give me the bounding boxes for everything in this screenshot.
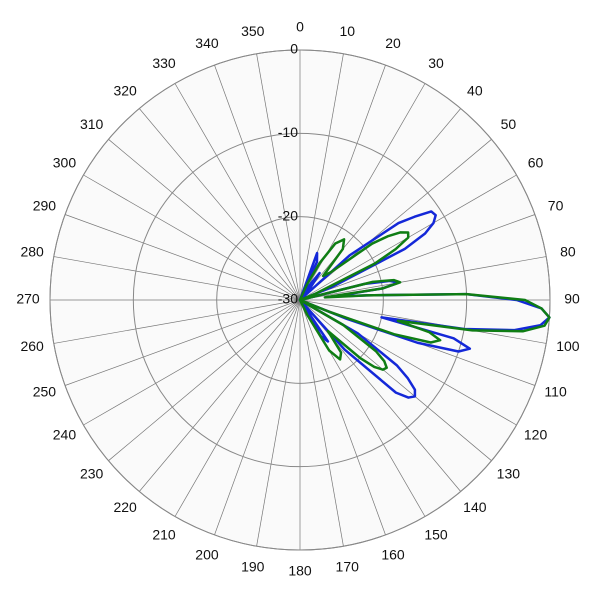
angle-grid-line (299, 299, 547, 344)
angle-grid-line (299, 83, 426, 301)
angle-tick-label: 220 (113, 499, 137, 515)
angle-tick-label: 110 (544, 384, 567, 400)
angle-tick-label: 130 (497, 466, 521, 482)
angle-tick-label: 210 (152, 526, 176, 542)
angle-tick-label: 340 (195, 35, 219, 51)
angle-grid-line (64, 214, 301, 301)
angle-tick-label: 50 (501, 116, 517, 132)
series-line (298, 231, 551, 371)
angle-grid-line (83, 174, 301, 301)
angle-tick-label: 140 (463, 499, 487, 515)
angle-tick-label: 270 (16, 291, 40, 307)
angle-grid-line (299, 108, 461, 301)
angle-tick-label: 320 (113, 82, 137, 98)
angle-tick-label: 160 (381, 546, 405, 562)
angle-tick-label: 80 (560, 243, 576, 259)
angle-tick-label: 300 (53, 155, 77, 171)
angle-grid-line (53, 299, 301, 344)
angle-tick-label: 250 (33, 384, 57, 400)
angle-grid-line (256, 53, 301, 301)
angle-tick-label: 180 (288, 563, 312, 579)
angle-grid-line (299, 299, 492, 461)
angle-grid-line (299, 256, 547, 301)
angle-grid-line (256, 299, 301, 547)
angle-tick-label: 100 (556, 338, 580, 354)
angle-tick-label: 150 (424, 526, 448, 542)
angle-grid-line (214, 299, 301, 536)
angle-grid-line (299, 299, 461, 492)
angle-tick-label: 20 (385, 35, 401, 51)
radius-tick-label: -30 (278, 291, 298, 307)
angle-grid-line (299, 299, 386, 536)
ring-grid-line (216, 216, 384, 384)
angle-tick-label: 230 (80, 466, 104, 482)
angle-tick-label: 240 (53, 427, 77, 443)
angle-tick-label: 280 (20, 243, 44, 259)
angle-grid-line (108, 139, 301, 301)
angle-tick-label: 90 (564, 291, 580, 307)
angle-tick-label: 60 (528, 155, 544, 171)
angle-grid-line (174, 83, 301, 301)
ring-grid-line (132, 132, 468, 468)
angle-grid-line (299, 53, 344, 301)
angle-tick-label: 40 (467, 82, 483, 98)
angle-tick-label: 170 (336, 559, 360, 575)
angle-tick-label: 260 (20, 338, 44, 354)
angle-grid-line (174, 299, 301, 517)
angle-grid-line (139, 108, 301, 301)
angle-tick-label: 70 (548, 198, 564, 214)
angle-grid-line (83, 299, 301, 426)
radius-tick-label: 0 (290, 41, 298, 57)
angle-tick-label: 310 (80, 116, 104, 132)
radius-tick-label: -20 (278, 207, 298, 223)
angle-grid-line (64, 299, 301, 386)
angle-grid-line (299, 139, 492, 301)
angle-tick-label: 30 (428, 55, 444, 71)
angle-grid-line (214, 64, 301, 301)
angle-tick-label: 0 (296, 19, 304, 35)
angle-tick-label: 190 (241, 559, 265, 575)
angle-tick-label: 200 (195, 546, 219, 562)
angle-tick-label: 290 (33, 198, 57, 214)
ring-grid-line (49, 49, 551, 551)
angle-grid-line (108, 299, 301, 461)
angle-grid-line (299, 299, 344, 547)
radius-tick-label: -10 (278, 124, 298, 140)
angle-tick-label: 10 (339, 23, 355, 39)
angle-tick-label: 330 (152, 55, 176, 71)
angle-tick-label: 350 (241, 23, 265, 39)
angle-tick-label: 120 (524, 427, 548, 443)
angle-grid-line (53, 256, 301, 301)
angle-grid-line (139, 299, 301, 492)
angle-grid-line (299, 214, 536, 301)
